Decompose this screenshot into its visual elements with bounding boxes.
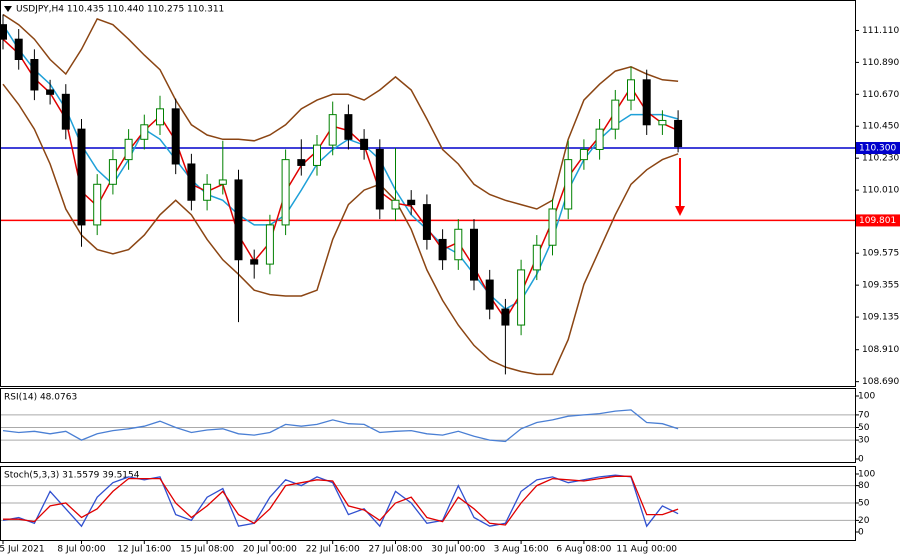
y-tick-label: 109.355 [862,281,899,291]
candle-body [328,114,337,146]
indicator-line [2,83,679,376]
candle-body [140,124,149,140]
candle-body [391,199,400,210]
x-tick-label: 30 Jul 00:00 [431,545,485,555]
x-tick-label: 15 Jul 08:00 [180,545,234,555]
candle-body [108,159,117,185]
y-tick-label: 50 [858,499,870,509]
candle-body [93,183,102,226]
x-tick-label: 22 Jul 16:00 [306,545,360,555]
candle-body [0,24,7,40]
candle-body [14,38,23,60]
panel-title: Stoch(5,3,3) 31.5579 39.5154 [4,471,140,481]
candle-body [250,259,259,265]
candle-body [485,279,494,310]
candle-body [595,128,604,150]
candle-body [532,244,541,271]
candle-body [124,138,133,161]
panel-title: RSI(14) 48.0763 [4,393,77,403]
y-tick-label: 108.910 [862,345,899,355]
candle-body [517,269,526,326]
candle-body [564,159,573,210]
candle-body [156,108,164,126]
candle-body [674,119,683,148]
candle-body [77,128,86,226]
indicator-line [3,475,679,526]
candle-body [297,159,306,166]
candle-body [313,144,321,166]
arrow-head [675,206,685,216]
price-level-label: 110.300 [859,144,896,154]
y-tick-label: 109.135 [862,313,899,323]
price-level-tag [856,214,900,227]
candle-body [30,58,39,91]
candle-body [627,79,635,101]
candle-body [438,238,447,261]
menu-triangle [4,6,12,12]
y-tick-label: 30 [858,436,870,446]
y-tick-label: 110.670 [862,90,899,100]
x-tick-label: 5 Jul 2021 [0,545,45,555]
candle-body [470,228,478,281]
y-tick-label: 110.230 [862,154,899,164]
candle-body [234,179,243,261]
indicator-line [2,13,679,210]
candle-body [611,99,620,130]
y-tick-label: 110.450 [862,122,899,132]
y-tick-label: 0 [858,455,864,465]
price-level-tag [856,142,900,155]
candle-body [61,93,70,130]
candle-body [281,159,290,226]
candle-body [548,208,557,246]
y-tick-label: 108.690 [862,377,899,387]
x-tick-label: 12 Jul 16:00 [117,545,171,555]
candle-body [642,79,651,126]
candle-body [203,183,212,201]
y-tick-label: 50 [858,423,870,433]
y-tick-label: 100 [858,470,875,480]
panel-frame [0,388,856,463]
candle-body [360,138,369,150]
x-tick-label: 3 Aug 16:00 [494,545,549,555]
x-tick-label: 6 Aug 08:00 [556,545,611,555]
candle-body [579,148,588,161]
x-tick-label: 8 Jul 00:00 [57,545,106,555]
y-tick-label: 0 [858,528,864,538]
x-tick-label: 27 Jul 08:00 [369,545,423,555]
y-tick-label: 100 [858,392,875,402]
candle-body [171,108,180,165]
candle-body [265,224,274,265]
candle-body [344,114,353,140]
x-tick-label: 11 Aug 00:00 [616,545,677,555]
candle-body [407,199,416,206]
candle-body [658,119,667,126]
candle-body [187,163,196,201]
y-tick-label: 20 [858,516,870,526]
y-tick-label: 70 [858,410,870,420]
candle-body [501,308,510,326]
indicator-line [2,474,679,528]
candle-body [375,148,384,210]
indicator-line [2,409,679,443]
y-tick-label: 110.890 [862,58,899,68]
candle-body [46,89,55,95]
panel-title: USDJPY,H4 110.435 110.440 110.275 110.31… [16,5,224,15]
panel-frame [0,0,856,387]
candle-body [454,228,463,261]
y-tick-label: 80 [858,481,870,491]
candle-body [218,179,227,185]
y-tick-label: 110.010 [862,186,899,196]
y-tick-label: 111.110 [862,26,899,36]
y-tick-label: 109.575 [862,249,899,259]
candle-body [422,204,431,240]
price-level-label: 109.801 [859,216,896,226]
x-tick-label: 20 Jul 00:00 [243,545,297,555]
